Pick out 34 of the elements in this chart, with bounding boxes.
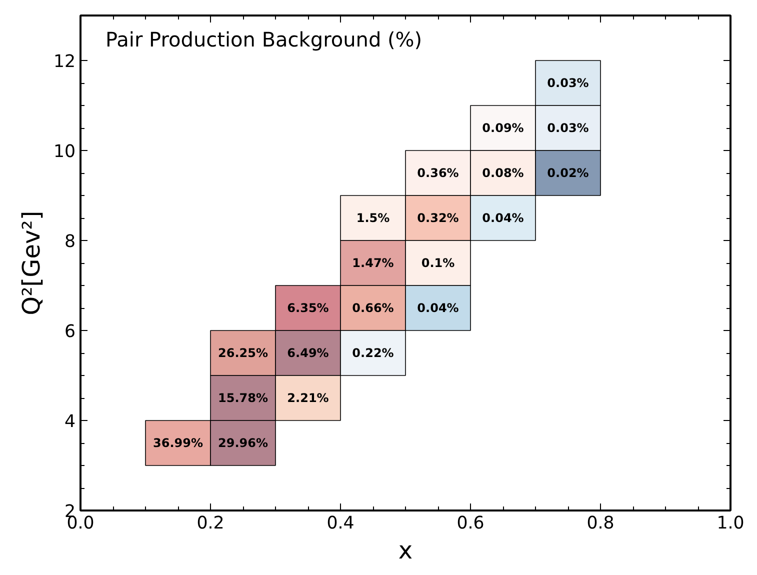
data-label: 0.66%	[352, 301, 394, 315]
text: Pair Production Background (%)	[106, 28, 422, 52]
y-tick-label: 4	[64, 412, 76, 432]
data-label: 0.04%	[482, 211, 524, 225]
x-tick-label: 0.2	[196, 514, 224, 534]
data-label: 0.36%	[417, 166, 459, 180]
data-label: 26.25%	[218, 346, 268, 360]
y-tick-label: 12	[53, 52, 76, 72]
data-label: 36.99%	[153, 436, 203, 450]
data-label: 6.49%	[287, 346, 329, 360]
data-label: 0.03%	[547, 121, 589, 135]
data-label: 0.1%	[421, 256, 455, 270]
x-tick-label: 0.4	[326, 514, 354, 534]
y-tick-label: 10	[53, 142, 76, 162]
data-label: 0.08%	[482, 166, 524, 180]
data-label: 2.21%	[287, 391, 329, 405]
x-tick-label: 0.6	[456, 514, 484, 534]
data-label: 29.96%	[218, 436, 268, 450]
y-tick-label: 6	[64, 322, 76, 342]
x-tick-label: 0.8	[586, 514, 614, 534]
y-tick-label: 8	[64, 232, 76, 252]
data-label: 1.5%	[356, 211, 390, 225]
data-label: 0.22%	[352, 346, 394, 360]
data-label: 0.02%	[547, 166, 589, 180]
data-label: 1.47%	[352, 256, 394, 270]
data-label: 6.35%	[287, 301, 329, 315]
x-tick-label: 1.0	[716, 514, 744, 534]
data-label: 0.04%	[417, 301, 459, 315]
y-axis-title: Q²[Gev²]	[17, 210, 46, 316]
data-label: 0.09%	[482, 121, 524, 135]
data-label: 0.32%	[417, 211, 459, 225]
data-label: 15.78%	[218, 391, 268, 405]
data-label: 0.03%	[547, 76, 589, 90]
x-axis-title: x	[398, 536, 413, 564]
